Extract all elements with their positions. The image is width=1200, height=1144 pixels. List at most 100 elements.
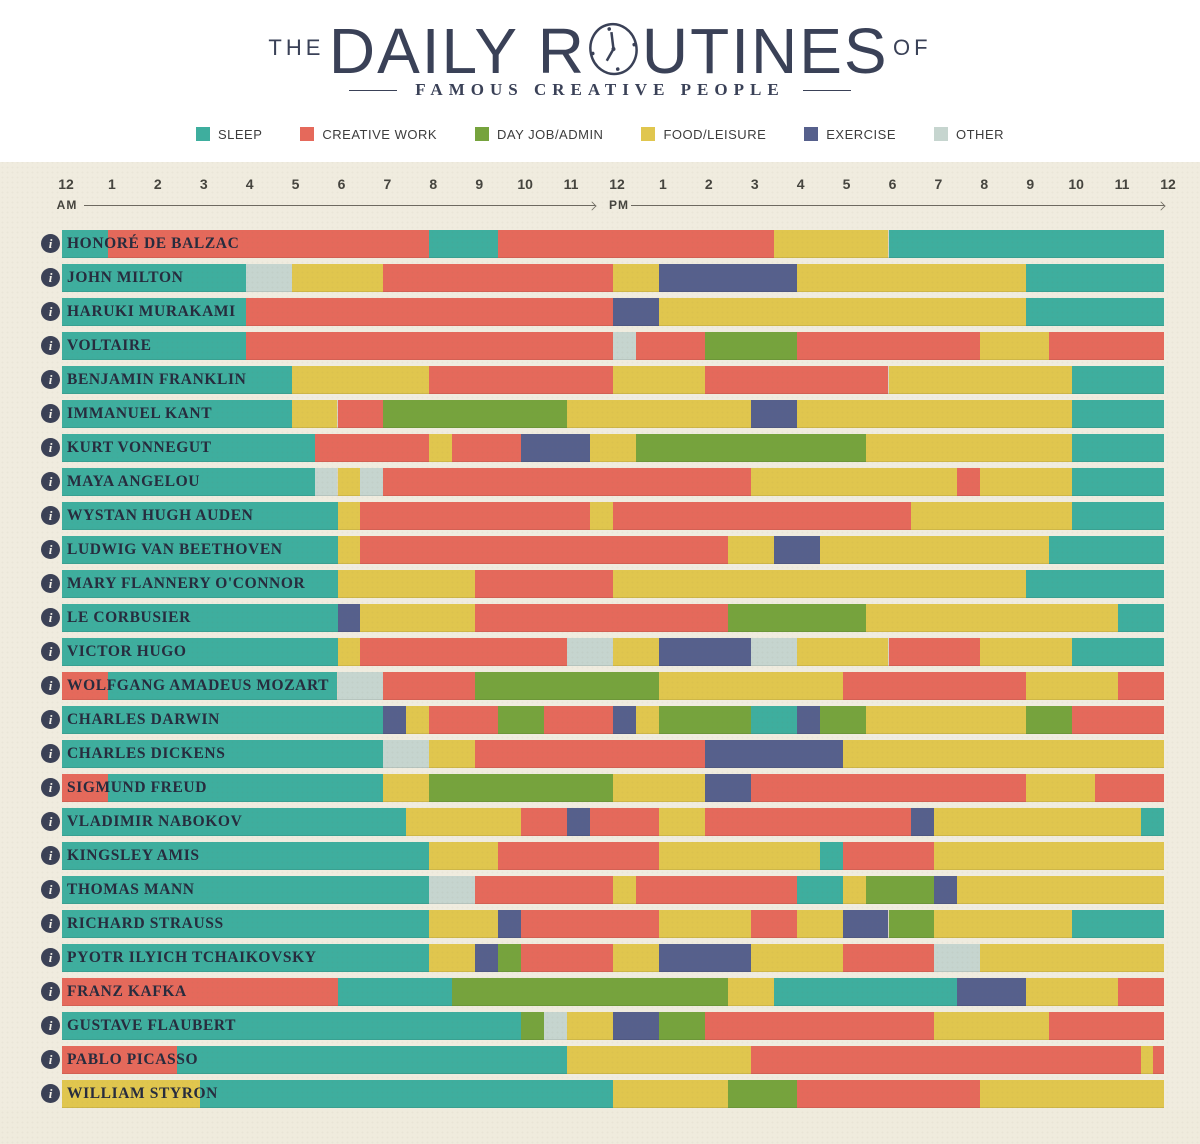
segment-food	[957, 876, 1164, 904]
info-icon[interactable]: i	[41, 438, 60, 457]
segment-sleep	[62, 808, 407, 836]
person-name: VICTOR HUGO	[67, 643, 187, 660]
segment-food	[406, 808, 522, 836]
info-icon[interactable]: i	[41, 914, 60, 933]
info-icon[interactable]: i	[41, 1050, 60, 1069]
segment-creative	[383, 468, 751, 496]
person-name: GUSTAVE FLAUBERT	[67, 1017, 237, 1034]
segment-food	[429, 434, 453, 462]
segment-creative	[521, 944, 613, 972]
subtitle: FAMOUS CREATIVE PEOPLE	[415, 80, 785, 99]
segment-food	[1026, 672, 1119, 700]
segment-food	[567, 1046, 751, 1074]
segment-creative	[796, 1080, 981, 1108]
segment-creative	[383, 264, 613, 292]
segment-dayjob	[498, 706, 545, 734]
routine-bar	[62, 468, 1164, 496]
info-icon[interactable]: i	[41, 642, 60, 661]
routine-bar	[62, 434, 1164, 462]
segment-sleep	[888, 230, 1164, 258]
info-icon[interactable]: i	[41, 744, 60, 763]
info-icon[interactable]: i	[41, 676, 60, 695]
person-name: BENJAMIN FRANKLIN	[67, 371, 247, 388]
info-icon[interactable]: i	[41, 608, 60, 627]
routine-row: i HONORÉ DE BALZAC	[0, 230, 1200, 258]
info-icon[interactable]: i	[41, 982, 60, 1001]
person-name: MARY FLANNERY O'CONNOR	[67, 575, 306, 592]
segment-sleep	[1026, 570, 1164, 598]
segment-creative	[383, 672, 476, 700]
segment-food	[980, 332, 1050, 360]
info-icon[interactable]: i	[41, 710, 60, 729]
segment-exercise	[911, 808, 935, 836]
segment-creative	[337, 400, 384, 428]
routine-row: i CHARLES DARWIN	[0, 706, 1200, 734]
segment-exercise	[521, 434, 591, 462]
info-icon[interactable]: i	[41, 268, 60, 287]
segment-sleep	[62, 536, 338, 564]
segment-other	[314, 468, 338, 496]
segment-sleep	[750, 706, 797, 734]
segment-food	[773, 230, 889, 258]
info-icon[interactable]: i	[41, 812, 60, 831]
segment-creative	[475, 604, 728, 632]
routine-row: i HARUKI MURAKAMI	[0, 298, 1200, 326]
axis-hour-label: 7	[934, 176, 943, 192]
info-icon[interactable]: i	[41, 880, 60, 899]
segment-creative	[888, 638, 981, 666]
segment-creative	[475, 740, 705, 768]
other-swatch-icon	[934, 127, 948, 141]
segment-creative	[704, 366, 889, 394]
food-swatch-icon	[641, 127, 656, 141]
segment-food	[934, 808, 1142, 836]
segment-creative	[62, 774, 108, 802]
person-name: PABLO PICASSO	[67, 1051, 199, 1068]
person-name: WYSTAN HUGH AUDEN	[67, 507, 254, 524]
segment-sleep	[1072, 366, 1164, 394]
pm-label: PM	[609, 198, 629, 212]
info-icon[interactable]: i	[41, 506, 60, 525]
segment-creative	[613, 502, 912, 530]
segment-exercise	[773, 536, 820, 564]
info-icon[interactable]: i	[41, 778, 60, 797]
info-icon[interactable]: i	[41, 1084, 60, 1103]
segment-creative	[750, 910, 797, 938]
info-icon[interactable]: i	[41, 948, 60, 967]
info-icon[interactable]: i	[41, 370, 60, 389]
segment-exercise	[957, 978, 1027, 1006]
segment-food	[337, 536, 361, 564]
routine-bar	[62, 842, 1164, 870]
info-icon[interactable]: i	[41, 234, 60, 253]
segment-food	[567, 400, 751, 428]
segment-dayjob	[1026, 706, 1073, 734]
info-icon[interactable]: i	[41, 540, 60, 559]
legend-item-creative: CREATIVE WORK	[300, 126, 437, 144]
segment-exercise	[567, 808, 591, 836]
info-icon[interactable]: i	[41, 1016, 60, 1035]
segment-creative	[452, 434, 522, 462]
title-main-left: DAILY R	[328, 15, 586, 87]
segment-sleep	[429, 230, 499, 258]
info-icon[interactable]: i	[41, 846, 60, 865]
segment-other	[360, 468, 384, 496]
routine-row: i WOLFGANG AMADEUS MOZART	[0, 672, 1200, 700]
segment-food	[934, 1012, 1050, 1040]
segment-food	[980, 468, 1073, 496]
segment-exercise	[613, 298, 659, 326]
person-name: LE CORBUSIER	[67, 609, 191, 626]
info-icon[interactable]: i	[41, 472, 60, 491]
segment-sleep	[62, 230, 108, 258]
axis-hour-label: 6	[337, 176, 346, 192]
routine-bar	[62, 264, 1164, 292]
info-icon[interactable]: i	[41, 404, 60, 423]
axis-hour-label: 8	[429, 176, 438, 192]
info-icon[interactable]: i	[41, 574, 60, 593]
segment-sleep	[1026, 298, 1164, 326]
info-icon[interactable]: i	[41, 302, 60, 321]
segment-exercise	[704, 740, 843, 768]
title-suffix: OF	[893, 35, 932, 60]
info-icon[interactable]: i	[41, 336, 60, 355]
segment-food	[429, 910, 499, 938]
routine-bar	[62, 604, 1164, 632]
